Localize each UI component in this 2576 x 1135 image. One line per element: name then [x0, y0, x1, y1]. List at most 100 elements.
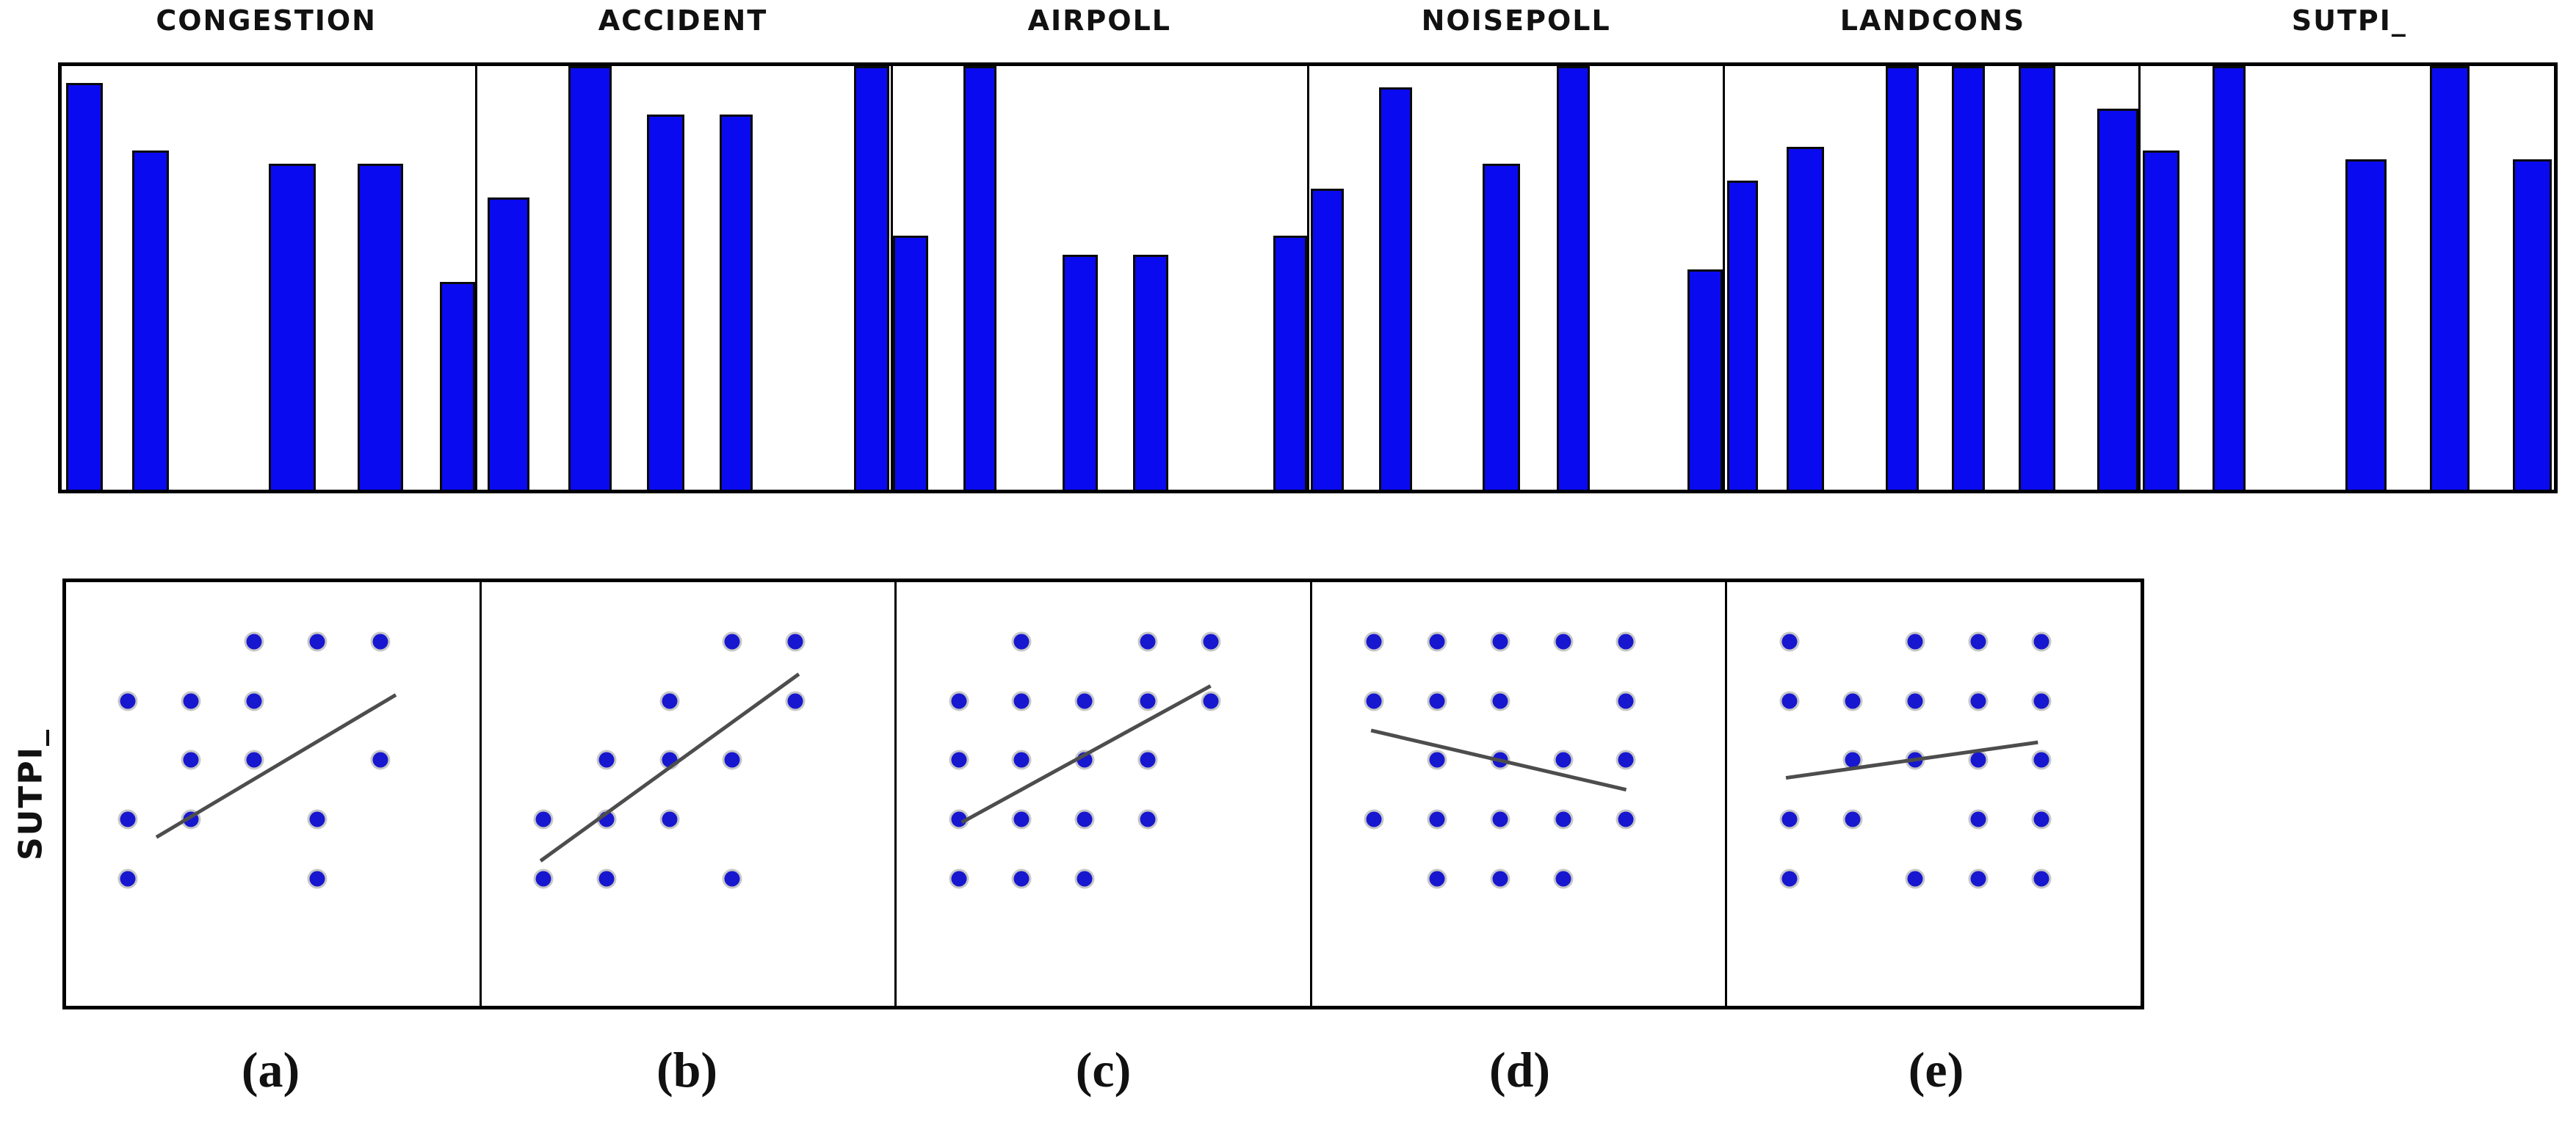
- scatter-point: [1492, 693, 1508, 709]
- scatter-point: [1781, 811, 1798, 827]
- histogram-bar: [2345, 159, 2387, 490]
- scatter-point: [724, 752, 740, 768]
- histogram-row: [58, 62, 2558, 493]
- scatter-point: [662, 693, 678, 709]
- scatter-point: [1845, 693, 1861, 709]
- panel-caption-label-a: (a): [241, 1042, 300, 1098]
- regression-fit-line: [1786, 742, 2038, 777]
- histogram-bar: [2430, 66, 2470, 490]
- histogram-bar: [1726, 180, 1758, 490]
- scatter-point: [309, 634, 325, 650]
- scatter-point: [1366, 811, 1382, 827]
- histogram-panel-4: [1306, 66, 1723, 490]
- scatter-point: [309, 811, 325, 827]
- scatter-panel-c: [894, 582, 1310, 1006]
- histogram-bar: [440, 282, 476, 490]
- scatter-point: [1429, 693, 1445, 709]
- histogram-bar: [1952, 66, 1986, 490]
- histogram-bar: [568, 66, 612, 490]
- scatter-point: [1140, 752, 1156, 768]
- histogram-bar: [1063, 254, 1099, 490]
- panel-caption-label-c: (c): [1075, 1042, 1132, 1098]
- scatter-point: [1845, 811, 1861, 827]
- panel-caption-label-b: (b): [656, 1042, 718, 1098]
- scatter-point: [724, 634, 740, 650]
- scatter-point: [120, 693, 136, 709]
- scatter-point: [787, 693, 803, 709]
- histogram-bar: [1379, 87, 1413, 490]
- scatter-point: [372, 752, 388, 768]
- scatter-point: [1907, 634, 1923, 650]
- scatter-point: [1492, 634, 1508, 650]
- scatter-point: [2033, 811, 2049, 827]
- scatter-point: [1429, 811, 1445, 827]
- trend-line-svg: [897, 582, 1310, 1006]
- scatter-point: [1013, 871, 1030, 887]
- trend-line-svg: [66, 582, 480, 1006]
- histogram-bar: [65, 83, 104, 490]
- histogram-bar: [1273, 235, 1307, 490]
- scatter-panel-b: [479, 582, 895, 1006]
- histogram-title-6: SUTPI_: [2291, 4, 2407, 37]
- histogram-bar: [1311, 189, 1345, 490]
- scatter-point: [183, 752, 199, 768]
- regression-fit-line: [962, 686, 1211, 822]
- scatter-point: [1618, 752, 1634, 768]
- scatter-point: [1140, 634, 1156, 650]
- histogram-titles-row: CONGESTION ACCIDENT AIRPOLL NOISEPOLL LANDCO…: [58, 4, 2558, 37]
- scatter-point: [2033, 752, 2049, 768]
- scatter-point: [1618, 634, 1634, 650]
- trend-line-svg: [482, 582, 895, 1006]
- histogram-bar: [853, 66, 889, 490]
- scatter-point: [1366, 634, 1382, 650]
- scatter-point: [1555, 811, 1571, 827]
- scatter-point: [1140, 811, 1156, 827]
- scatter-point: [1429, 634, 1445, 650]
- histogram-bar: [2018, 66, 2056, 490]
- scatter-point: [1970, 871, 1986, 887]
- scatter-point: [120, 811, 136, 827]
- histogram-bar: [1687, 269, 1723, 490]
- scatter-point: [2033, 871, 2049, 887]
- scatter-point: [1555, 871, 1571, 887]
- scatter-point: [1492, 871, 1508, 887]
- histogram-bar: [488, 197, 529, 490]
- scatter-point: [1203, 634, 1219, 650]
- scatter-point: [1077, 811, 1093, 827]
- histogram-bar: [647, 115, 684, 490]
- histogram-panel-6: [2138, 66, 2554, 490]
- y-axis-label: SUTPI_: [12, 728, 50, 861]
- histogram-title-1: CONGESTION: [156, 4, 377, 37]
- scatter-point: [2033, 693, 2049, 709]
- histogram-panel-2: [475, 66, 891, 490]
- scatter-point: [1781, 634, 1798, 650]
- scatter-point: [1618, 811, 1634, 827]
- scatter-point: [246, 752, 262, 768]
- panel-labels-row: (a) (b) (c) (d) (e): [62, 1041, 2144, 1099]
- scatter-point: [1429, 752, 1445, 768]
- scatter-point: [1970, 752, 1986, 768]
- histogram-title-3: AIRPOLL: [1027, 4, 1172, 37]
- scatter-point: [1555, 752, 1571, 768]
- scatter-point: [1781, 693, 1798, 709]
- histogram-bar: [893, 235, 929, 490]
- scatter-point: [1970, 693, 1986, 709]
- scatter-point: [662, 811, 678, 827]
- scatter-point: [1970, 634, 1986, 650]
- histogram-title-2: ACCIDENT: [598, 4, 768, 37]
- scatter-panel-d: [1309, 582, 1726, 1006]
- histogram-bar: [2512, 159, 2553, 490]
- scatter-point: [1013, 752, 1030, 768]
- scatter-point: [1555, 634, 1571, 650]
- histogram-bar: [719, 115, 753, 490]
- scatter-point: [535, 871, 551, 887]
- histogram-bar: [2142, 151, 2180, 490]
- scatter-point: [1781, 871, 1798, 887]
- histogram-title-4: NOISEPOLL: [1421, 4, 1611, 37]
- histogram-bar: [131, 151, 170, 490]
- histogram-bar: [2096, 108, 2138, 490]
- scatter-point: [1366, 693, 1382, 709]
- scatter-point: [951, 693, 967, 709]
- histogram-panel-3: [891, 66, 1307, 490]
- scatter-point: [246, 693, 262, 709]
